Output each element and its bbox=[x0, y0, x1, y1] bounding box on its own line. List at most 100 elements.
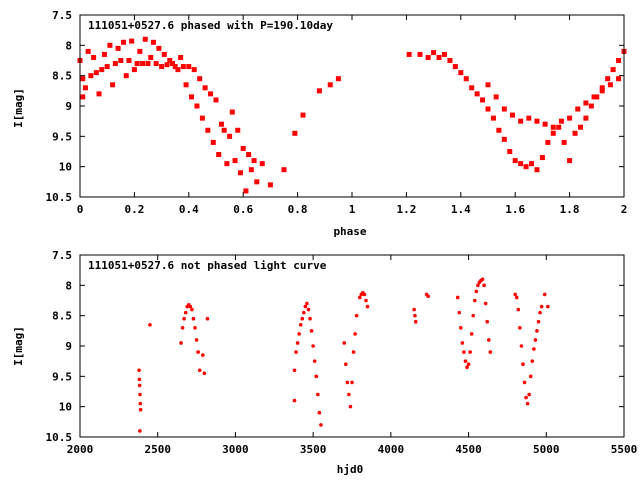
data-point bbox=[303, 304, 308, 309]
data-point bbox=[474, 289, 479, 294]
data-point bbox=[312, 359, 317, 363]
data-point bbox=[507, 149, 513, 154]
data-point bbox=[452, 64, 458, 70]
data-point bbox=[183, 82, 189, 88]
data-point bbox=[550, 124, 556, 130]
data-point bbox=[189, 94, 195, 100]
data-point bbox=[205, 316, 210, 321]
data-point bbox=[218, 121, 224, 127]
data-point bbox=[425, 54, 431, 60]
x-tick-label: 3000 bbox=[222, 443, 249, 456]
data-point bbox=[292, 398, 297, 403]
data-point bbox=[82, 85, 88, 91]
data-point bbox=[300, 112, 306, 118]
data-point bbox=[131, 67, 137, 73]
data-point bbox=[205, 127, 211, 133]
data-point bbox=[229, 109, 235, 115]
data-point bbox=[232, 158, 238, 164]
data-point bbox=[518, 326, 522, 330]
data-point bbox=[577, 124, 583, 130]
data-point bbox=[88, 73, 94, 79]
x-tick-label: 1.8 bbox=[560, 203, 580, 216]
y-axis-label-top: I[mag] bbox=[12, 88, 25, 128]
data-point bbox=[460, 341, 465, 345]
data-point bbox=[558, 118, 564, 124]
y-tick-label: 9 bbox=[65, 340, 72, 353]
data-point bbox=[342, 341, 347, 345]
data-point bbox=[351, 350, 356, 354]
data-point bbox=[365, 304, 370, 309]
data-point bbox=[525, 401, 530, 406]
data-point bbox=[224, 161, 230, 167]
data-point bbox=[347, 392, 351, 397]
data-point bbox=[354, 313, 359, 318]
data-point bbox=[463, 359, 468, 363]
data-point bbox=[496, 127, 502, 133]
data-point bbox=[535, 329, 539, 333]
points-top bbox=[77, 36, 627, 194]
data-point bbox=[137, 377, 142, 382]
data-point bbox=[545, 139, 551, 145]
data-point bbox=[123, 73, 129, 79]
data-point bbox=[536, 319, 541, 324]
data-point bbox=[308, 316, 312, 321]
data-point bbox=[251, 158, 257, 164]
x-tick-label: 0 bbox=[77, 203, 84, 216]
data-point bbox=[202, 371, 207, 376]
data-point bbox=[196, 350, 200, 354]
data-point bbox=[197, 76, 203, 82]
data-point bbox=[524, 395, 528, 400]
data-point bbox=[485, 82, 491, 88]
data-point bbox=[148, 54, 154, 60]
data-point bbox=[546, 304, 550, 309]
data-point bbox=[101, 51, 107, 57]
y-tick-label: 10.5 bbox=[46, 431, 73, 444]
data-point bbox=[519, 344, 524, 348]
data-point bbox=[348, 404, 353, 409]
data-point bbox=[512, 158, 518, 164]
data-point bbox=[292, 130, 298, 136]
data-point bbox=[121, 39, 127, 45]
y-tick-label: 8 bbox=[65, 39, 72, 52]
data-point bbox=[292, 368, 297, 373]
data-point bbox=[99, 67, 105, 73]
data-point bbox=[575, 106, 581, 112]
data-point bbox=[159, 64, 165, 70]
data-point bbox=[138, 392, 142, 397]
data-point bbox=[521, 362, 525, 367]
data-point bbox=[186, 64, 192, 70]
data-point bbox=[480, 277, 485, 282]
data-point bbox=[91, 54, 97, 60]
data-point bbox=[306, 307, 311, 312]
data-point bbox=[588, 103, 594, 109]
data-point bbox=[153, 61, 159, 67]
data-point bbox=[300, 316, 305, 321]
chart-phased: I[mag] phase 0 0.2 0.4 0.6 0.8 1 1.2 1.4 1.6 1.8 2… bbox=[12, 9, 627, 238]
data-point bbox=[513, 292, 517, 297]
data-point bbox=[501, 136, 507, 142]
data-point bbox=[561, 139, 567, 145]
data-point bbox=[469, 85, 475, 91]
data-point bbox=[583, 115, 589, 121]
data-point bbox=[96, 91, 102, 97]
data-point bbox=[80, 94, 86, 100]
data-point bbox=[530, 359, 535, 363]
data-point bbox=[413, 313, 417, 318]
data-point bbox=[538, 310, 542, 315]
data-point bbox=[317, 410, 322, 415]
x-tick-label: 5500 bbox=[611, 443, 638, 456]
data-point bbox=[161, 51, 167, 57]
x-tick-label: 4500 bbox=[455, 443, 482, 456]
chart-title-bottom: 111051+0527.6 not phased light curve bbox=[88, 259, 327, 272]
data-point bbox=[468, 350, 472, 354]
data-point bbox=[514, 295, 519, 300]
ticks-top: 0 0.2 0.4 0.6 0.8 1 1.2 1.4 1.6 1.8 2 7.5 8 8.5 9 9.5 10… bbox=[46, 9, 628, 216]
x-tick-label: 2000 bbox=[67, 443, 94, 456]
data-point bbox=[180, 64, 186, 70]
data-point bbox=[180, 326, 185, 330]
data-point bbox=[599, 88, 605, 94]
data-point bbox=[518, 161, 524, 167]
data-point bbox=[246, 152, 252, 158]
data-point bbox=[458, 70, 464, 76]
